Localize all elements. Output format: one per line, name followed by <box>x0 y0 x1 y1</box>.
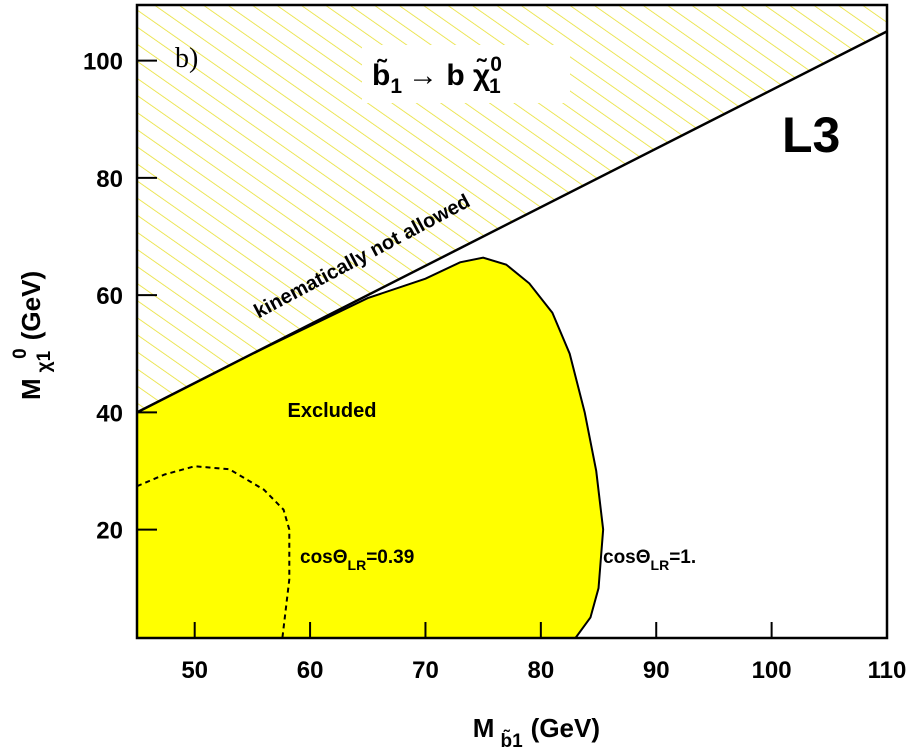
x-label-part: M <box>473 713 495 743</box>
curve-label: cosΘLR=0.39 <box>300 547 414 573</box>
chart-title: b̃1 → b χ̃0 1 <box>372 53 502 98</box>
curve-label-part: =1. <box>669 547 696 568</box>
y-label-sup: 0 <box>10 348 31 359</box>
exclusion-contour <box>136 465 291 639</box>
curve-label: cosΘLR=1. <box>603 547 696 573</box>
title-sup: 0 <box>490 53 502 76</box>
y-label-part: (GeV) <box>16 271 46 340</box>
title-sub: 1 <box>390 75 402 98</box>
kinematic-limit-line <box>136 30 888 414</box>
curve-label-part: cosΘ <box>300 547 348 568</box>
y-tick-label: 100 <box>83 49 123 76</box>
exclusion-contour <box>136 256 605 639</box>
y-tick-label: 80 <box>96 166 123 193</box>
panel-label: b) <box>175 43 198 74</box>
forbidden-region <box>137 5 887 413</box>
excluded-region <box>137 257 604 638</box>
plot-frame <box>135 3 889 640</box>
title-part: b̃ <box>372 58 390 92</box>
x-label-part: (GeV) <box>531 713 600 743</box>
curve-label-sub: LR <box>348 557 367 573</box>
y-tick-label: 40 <box>96 400 123 427</box>
y-axis-label: Mχ10 (GeV) <box>10 271 55 400</box>
x-label-sub: b̃1 <box>500 729 523 752</box>
y-label-sub: χ1 <box>34 350 55 372</box>
experiment-label: L3 <box>782 107 840 163</box>
title-sub: 1 <box>489 75 501 98</box>
x-tick-label: 80 <box>527 657 554 684</box>
x-tick-label: 110 <box>868 657 907 684</box>
x-tick-label: 60 <box>297 657 324 684</box>
x-tick-label: 100 <box>752 657 792 684</box>
curve-label-sub: LR <box>651 557 670 573</box>
y-tick-label: 60 <box>96 283 123 310</box>
title-box <box>362 45 570 103</box>
y-tick-label: 20 <box>96 518 123 545</box>
region-label: Excluded <box>288 400 377 422</box>
x-tick-label: 70 <box>412 657 439 684</box>
curve-label-part: cosΘ <box>603 547 651 568</box>
x-tick-label: 90 <box>643 657 670 684</box>
x-tick-label: 50 <box>181 657 208 684</box>
title-part: → b χ̃ <box>408 58 491 92</box>
curve-label-part: =0.39 <box>366 547 414 568</box>
y-label-part: M <box>16 378 46 400</box>
